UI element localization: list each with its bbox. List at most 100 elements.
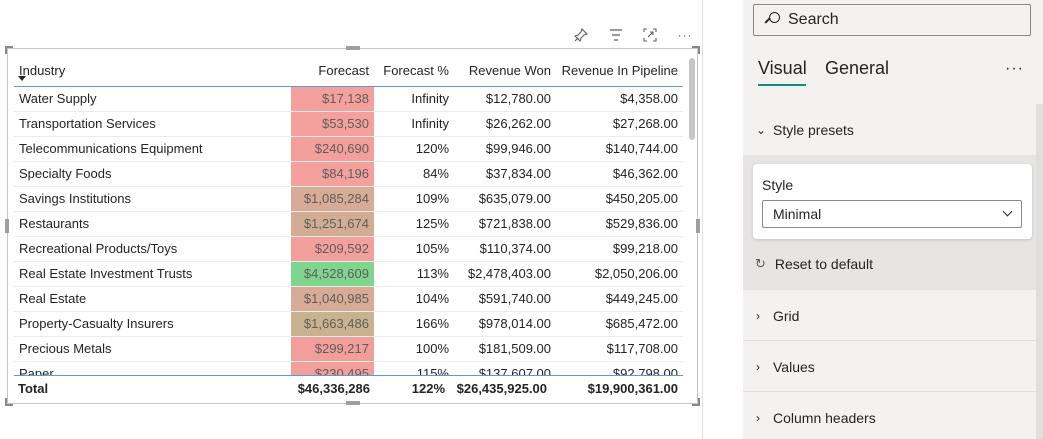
more-options-icon[interactable]: ···	[1005, 60, 1024, 77]
table-row[interactable]: Transportation Services $53,530 Infinity $2…	[14, 111, 683, 137]
resize-handle-top[interactable]	[346, 46, 360, 50]
cell-revenue-pipeline: $529,836.00	[556, 211, 683, 237]
pane-divider[interactable]	[702, 0, 703, 439]
cell-industry: Water Supply	[14, 86, 291, 112]
resize-corner[interactable]	[692, 398, 700, 406]
reset-to-default-button[interactable]: ↻ Reset to default	[755, 256, 873, 272]
cell-forecast: $230,495	[291, 361, 374, 375]
table-row[interactable]: Telecommunications Equipment $240,690 120%…	[14, 136, 683, 162]
table-row[interactable]: Restaurants $1,251,674 125% $721,838.00 $529…	[14, 211, 683, 237]
column-header-forecast[interactable]: Forecast	[318, 63, 369, 79]
table-row[interactable]: Water Supply $17,138 Infinity $12,780.00 $4,…	[14, 86, 683, 112]
cell-revenue-won: $12,780.00	[454, 86, 556, 112]
tab-visual[interactable]: Visual	[758, 58, 807, 78]
cell-revenue-pipeline: $450,205.00	[556, 186, 683, 212]
style-card: Style Minimal	[753, 164, 1032, 239]
more-options-icon[interactable]: ···	[677, 28, 693, 42]
resize-handle-right[interactable]	[696, 219, 700, 233]
table-row[interactable]: Real Estate Investment Trusts $4,528,609 1…	[14, 261, 683, 287]
total-revenue-pipeline: $19,900,361.00	[587, 381, 678, 396]
cell-industry: Transportation Services	[14, 111, 291, 137]
total-label: Total	[18, 381, 49, 396]
total-row: Total $46,336,286 122% $26,435,925.00 $1…	[14, 375, 683, 401]
resize-handle-left[interactable]	[5, 219, 9, 233]
cell-revenue-pipeline: $2,050,206.00	[556, 261, 683, 287]
cell-forecast-pct: 100%	[374, 336, 454, 362]
cell-forecast-pct: Infinity	[374, 111, 454, 137]
table-row[interactable]: Savings Institutions $1,085,284 109% $635,0…	[14, 186, 683, 212]
cell-industry: Savings Institutions	[14, 186, 291, 212]
cell-revenue-won: $26,262.00	[454, 111, 556, 137]
cell-forecast-pct: 125%	[374, 211, 454, 237]
reset-label: Reset to default	[774, 256, 873, 272]
cell-revenue-pipeline: $92,798.00	[556, 361, 683, 375]
section-label: Column headers	[773, 410, 876, 426]
column-header-revenue-pipeline[interactable]: Revenue In Pipeline	[561, 63, 678, 79]
cell-revenue-won: $591,740.00	[454, 286, 556, 312]
section-grid[interactable]: › Grid	[743, 304, 1043, 328]
table-row[interactable]: Paper $230,495 115% $137,607.00 $92,798.00	[14, 361, 683, 375]
cell-forecast-pct: 109%	[374, 186, 454, 212]
cell-forecast-pct: 104%	[374, 286, 454, 312]
active-tab-indicator	[758, 84, 806, 86]
chevron-right-icon: ›	[756, 411, 760, 425]
cell-forecast-pct: 113%	[374, 261, 454, 287]
cell-revenue-pipeline: $449,245.00	[556, 286, 683, 312]
cell-forecast-pct: 166%	[374, 311, 454, 337]
total-revenue-won: $26,435,925.00	[456, 381, 547, 396]
section-divider	[743, 391, 1036, 392]
search-placeholder: Search	[788, 11, 839, 28]
cell-forecast: $1,040,985	[291, 286, 374, 312]
pin-icon[interactable]	[572, 26, 590, 44]
filter-icon[interactable]	[607, 26, 625, 44]
cell-forecast-pct: 105%	[374, 236, 454, 262]
section-style-presets[interactable]: ⌄ Style presets	[743, 118, 1043, 142]
resize-corner[interactable]	[692, 46, 700, 54]
section-divider	[743, 340, 1036, 341]
cell-forecast: $17,138	[291, 86, 374, 112]
cell-revenue-won: $635,079.00	[454, 186, 556, 212]
search-icon	[764, 12, 780, 28]
tab-general[interactable]: General	[825, 58, 890, 78]
sort-descending-icon	[18, 76, 26, 81]
table-row[interactable]: Precious Metals $299,217 100% $181,509.00 $1…	[14, 336, 683, 362]
table-row[interactable]: Specialty Foods $84,196 84% $37,834.00 $46,3…	[14, 161, 683, 187]
cell-forecast-pct: Infinity	[374, 86, 454, 112]
style-dropdown[interactable]: Minimal	[762, 200, 1022, 228]
total-forecast: $46,336,286	[297, 381, 370, 396]
report-canvas: ··· Industry Forecast Forecast % Revenue…	[5, 26, 700, 406]
table-row[interactable]: Recreational Products/Toys $209,592 105% $1…	[14, 236, 683, 262]
cell-industry: Real Estate	[14, 286, 291, 312]
section-column-headers[interactable]: › Column headers	[743, 406, 1043, 430]
cell-forecast: $209,592	[291, 236, 374, 262]
data-table: Industry Forecast Forecast % Revenue Won…	[14, 56, 683, 375]
cell-industry: Recreational Products/Toys	[14, 236, 291, 262]
cell-revenue-won: $110,374.00	[454, 236, 556, 262]
total-forecast-pct: 122%	[411, 381, 445, 396]
table-scrollbar[interactable]	[689, 58, 695, 140]
table-viewport: Industry Forecast Forecast % Revenue Won…	[14, 56, 683, 375]
section-values[interactable]: › Values	[743, 355, 1043, 379]
cell-forecast-pct: 120%	[374, 136, 454, 162]
cell-revenue-won: $99,946.00	[454, 136, 556, 162]
chevron-down-icon	[1002, 206, 1013, 217]
pane-scrollbar[interactable]	[1036, 104, 1043, 439]
cell-industry: Real Estate Investment Trusts	[14, 261, 291, 287]
cell-forecast: $299,217	[291, 336, 374, 362]
cell-industry: Property-Casualty Insurers	[14, 311, 291, 337]
cell-forecast-pct: 84%	[374, 161, 454, 187]
column-header-revenue-won[interactable]: Revenue Won	[468, 63, 551, 79]
focus-mode-icon[interactable]	[641, 26, 659, 44]
column-header-forecast-pct[interactable]: Forecast %	[383, 63, 449, 79]
resize-corner[interactable]	[5, 398, 13, 406]
chevron-right-icon: ›	[756, 309, 760, 323]
section-label: Grid	[773, 308, 800, 324]
table-row[interactable]: Property-Casualty Insurers $1,663,486 166%…	[14, 311, 683, 337]
column-header-industry[interactable]: Industry	[14, 56, 291, 86]
table-row[interactable]: Real Estate $1,040,985 104% $591,740.00 $449…	[14, 286, 683, 312]
resize-corner[interactable]	[5, 46, 13, 54]
search-input[interactable]: Search	[753, 4, 1031, 36]
cell-revenue-pipeline: $46,362.00	[556, 161, 683, 187]
resize-handle-bottom[interactable]	[346, 401, 360, 405]
cell-revenue-pipeline: $4,358.00	[556, 86, 683, 112]
